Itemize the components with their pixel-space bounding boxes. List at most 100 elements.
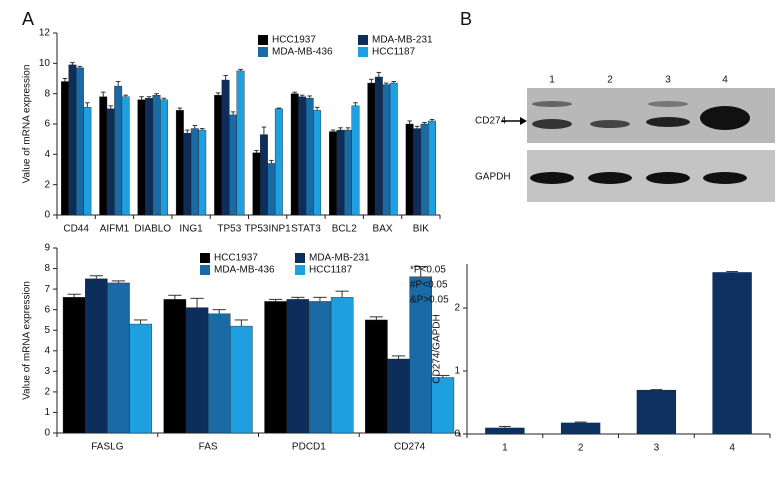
- band: [648, 101, 688, 107]
- bar: [274, 108, 283, 216]
- bar: [374, 76, 383, 216]
- band: [646, 117, 690, 127]
- y-tick-label: 0: [454, 429, 460, 440]
- y-tick-label: 9: [44, 243, 50, 254]
- annotation: #P<0.05: [410, 280, 448, 291]
- bar: [163, 299, 187, 434]
- band: [590, 120, 630, 128]
- bar: [114, 85, 123, 216]
- bar: [214, 94, 223, 216]
- bar: [308, 301, 332, 434]
- panel-label: B: [460, 9, 472, 29]
- bar: [431, 377, 455, 434]
- row-label: CD274: [475, 116, 507, 127]
- arrow-head: [520, 117, 527, 125]
- legend-swatch: [258, 35, 268, 45]
- y-axis-label: Value of mRNA expression: [22, 65, 33, 184]
- bar: [106, 108, 115, 216]
- y-tick-label: 8: [44, 88, 50, 99]
- row-label: GAPDH: [475, 172, 511, 183]
- x-tick-label: FASLG: [91, 442, 123, 453]
- bar: [344, 129, 352, 216]
- bar: [420, 123, 429, 216]
- band: [700, 106, 750, 130]
- bar: [389, 82, 398, 216]
- bar: [185, 307, 209, 434]
- bar: [175, 110, 184, 216]
- legend-label: MDA-MB-436: [272, 47, 333, 58]
- y-tick-label: 4: [44, 149, 50, 160]
- annotation: &P>0.05: [410, 295, 449, 306]
- legend-swatch: [295, 253, 305, 263]
- bar: [198, 129, 207, 216]
- bar: [230, 325, 253, 434]
- x-tick-label: CD44: [63, 224, 89, 235]
- y-axis-label: CD274/GAPDH: [432, 314, 443, 383]
- bar: [290, 93, 299, 216]
- lane-label: 4: [722, 75, 728, 86]
- y-tick-label: 3: [44, 366, 50, 377]
- x-tick-label: TP53: [217, 224, 241, 235]
- band: [588, 172, 632, 184]
- x-tick-label: BIK: [413, 224, 429, 235]
- bar: [236, 70, 245, 216]
- x-tick-label: DIABLO: [134, 224, 171, 235]
- x-tick-label: BCL2: [332, 224, 357, 235]
- y-tick-label: 2: [44, 387, 50, 398]
- bar: [712, 272, 752, 434]
- bar: [405, 123, 414, 216]
- legend-swatch: [200, 253, 210, 263]
- y-tick-label: 7: [44, 284, 50, 295]
- bar: [351, 105, 360, 216]
- y-tick-label: 4: [44, 345, 50, 356]
- x-tick-label: STAT3: [291, 224, 321, 235]
- bar: [252, 152, 261, 216]
- y-tick-label: 6: [44, 304, 50, 315]
- bar: [636, 389, 677, 434]
- bar: [313, 110, 322, 216]
- x-tick-label: TP53INP1: [245, 224, 292, 235]
- y-tick-label: 0: [44, 210, 50, 221]
- bar: [129, 323, 152, 434]
- x-tick-label: BAX: [373, 224, 393, 235]
- bar: [145, 98, 153, 216]
- bar: [336, 129, 345, 216]
- bar: [221, 79, 230, 216]
- y-tick-label: 2: [44, 179, 50, 190]
- lane-label: 1: [549, 75, 555, 86]
- bar: [382, 84, 391, 216]
- y-tick-label: 1: [454, 366, 460, 377]
- y-tick-label: 2: [454, 303, 460, 314]
- bar: [413, 128, 422, 216]
- lane-label: 2: [607, 75, 613, 86]
- bar: [62, 297, 86, 434]
- bar: [137, 99, 146, 216]
- y-axis-label: Value of mRNA expression: [22, 281, 33, 400]
- x-tick-label: 2: [578, 443, 584, 454]
- bar: [152, 94, 161, 216]
- x-tick-label: ING1: [179, 224, 203, 235]
- bar: [264, 301, 287, 434]
- bar: [330, 297, 354, 434]
- band: [703, 172, 747, 184]
- bar: [160, 99, 168, 216]
- western-blot: 1 2 3 4 CD274 GAPDH: [475, 75, 775, 202]
- x-tick-label: FAS: [199, 442, 218, 453]
- bar: [68, 64, 77, 216]
- x-tick-label: 1: [502, 443, 508, 454]
- legend-swatch: [358, 47, 368, 57]
- x-tick-label: CD274: [394, 442, 426, 453]
- legend-label: MDA-MB-231: [372, 35, 433, 46]
- bar: [85, 278, 108, 434]
- x-tick-label: 4: [729, 443, 735, 454]
- bar: [485, 427, 525, 434]
- y-tick-label: 5: [44, 325, 50, 336]
- band: [646, 172, 690, 184]
- y-tick-label: 10: [39, 58, 51, 69]
- band: [530, 172, 574, 184]
- bar: [428, 120, 436, 216]
- annotation: *P<0.05: [410, 265, 446, 276]
- y-tick-label: 8: [44, 263, 50, 274]
- legend-label: HCC1187: [309, 265, 353, 276]
